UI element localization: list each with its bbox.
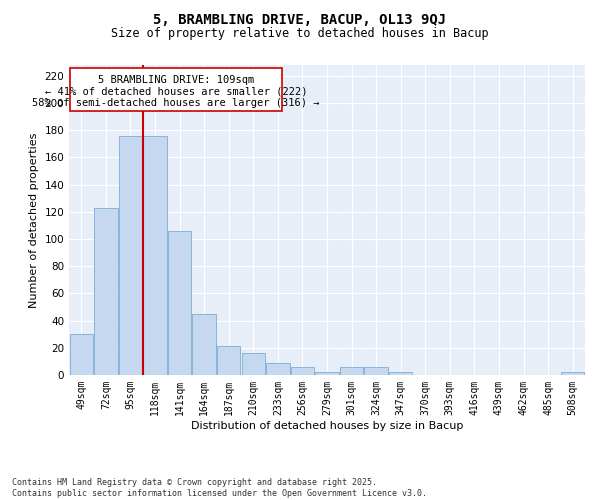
FancyBboxPatch shape [70, 68, 281, 111]
X-axis label: Distribution of detached houses by size in Bacup: Distribution of detached houses by size … [191, 420, 463, 430]
Y-axis label: Number of detached properties: Number of detached properties [29, 132, 39, 308]
Bar [364, 367, 388, 375]
Text: 58% of semi-detached houses are larger (316) →: 58% of semi-detached houses are larger (… [32, 98, 320, 108]
Bar [168, 231, 191, 375]
Bar [119, 136, 142, 375]
Text: Size of property relative to detached houses in Bacup: Size of property relative to detached ho… [111, 28, 489, 40]
Bar [70, 334, 93, 375]
Bar [94, 208, 118, 375]
Bar [291, 367, 314, 375]
Text: Contains HM Land Registry data © Crown copyright and database right 2025.
Contai: Contains HM Land Registry data © Crown c… [12, 478, 427, 498]
Bar [266, 363, 290, 375]
Bar [193, 314, 216, 375]
Text: ← 41% of detached houses are smaller (222): ← 41% of detached houses are smaller (22… [44, 86, 307, 97]
Bar [389, 372, 412, 375]
Bar [340, 367, 363, 375]
Bar [217, 346, 241, 375]
Bar [316, 372, 338, 375]
Bar [143, 136, 167, 375]
Bar [242, 353, 265, 375]
Text: 5 BRAMBLING DRIVE: 109sqm: 5 BRAMBLING DRIVE: 109sqm [98, 75, 254, 85]
Bar [561, 372, 584, 375]
Text: 5, BRAMBLING DRIVE, BACUP, OL13 9QJ: 5, BRAMBLING DRIVE, BACUP, OL13 9QJ [154, 12, 446, 26]
